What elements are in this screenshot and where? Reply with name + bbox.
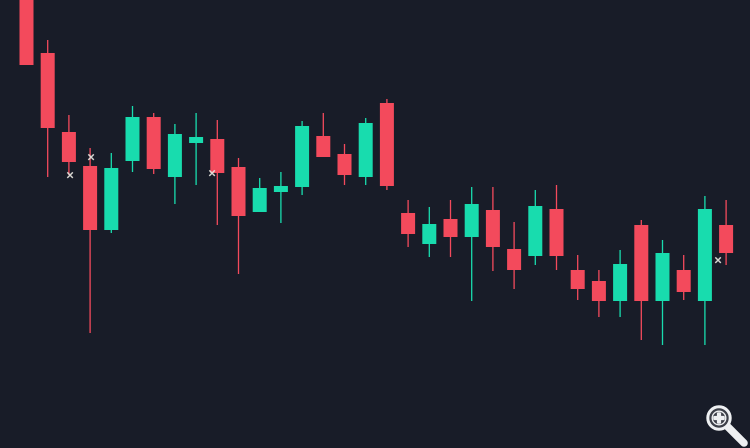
svg-text:×: × <box>208 165 216 180</box>
svg-text:×: × <box>714 252 722 267</box>
svg-text:×: × <box>66 167 74 182</box>
svg-text:×: × <box>87 149 95 164</box>
